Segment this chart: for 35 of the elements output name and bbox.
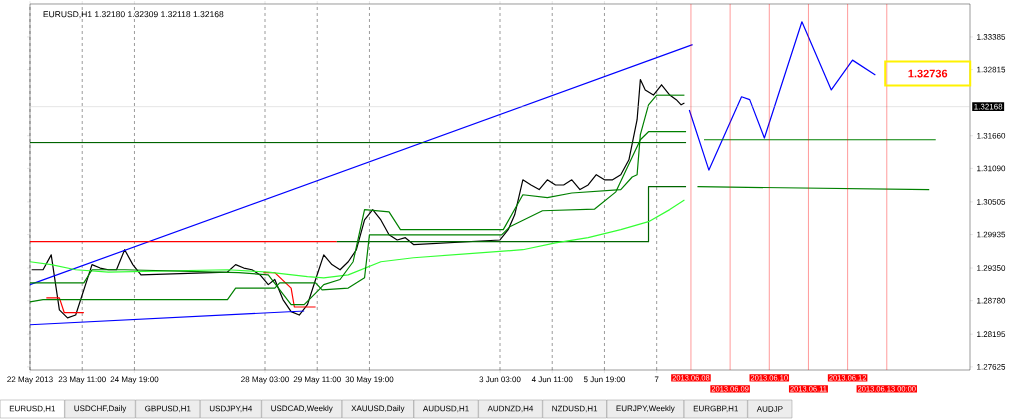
- x-tick-label: 23 May 11:00: [58, 376, 106, 384]
- y-tick-label: 1.29350: [977, 265, 1006, 271]
- text: USDJPY,H4: [209, 405, 253, 413]
- text: EURUSD,H1 1.32180 1.32309 1.32118 1.32168: [43, 11, 224, 19]
- x-tick-label: 7: [654, 376, 659, 383]
- text: XAUUSD,Daily: [351, 405, 405, 413]
- text: AUDNZD,H4: [487, 405, 534, 413]
- x-tick-label: 30 May 19:00: [345, 376, 394, 384]
- text: USDCAD,Weekly: [271, 405, 333, 413]
- y-tick-label: 1.30505: [977, 199, 1006, 205]
- text: USDCHF,Daily: [74, 405, 127, 413]
- text: NZDUSD,H1: [552, 405, 598, 413]
- x-tick-label: 22 May 2013: [7, 376, 53, 384]
- text: EURJPY,Weekly: [616, 405, 675, 413]
- y-tick-label: 1.28780: [977, 297, 1006, 304]
- text: EURGBP,H1: [693, 405, 738, 413]
- text: GBPUSD,H1: [145, 405, 191, 413]
- y-tick-label: 1.31660: [977, 132, 1006, 139]
- y-tick-label: 1.32815: [977, 66, 1006, 73]
- text: AUDUSD,H1: [422, 405, 469, 413]
- y-tick-label: 1.33385: [977, 34, 1006, 40]
- y-tick-label: 1.28195: [977, 331, 1006, 338]
- x-tick-label: 29 May 11:00: [293, 376, 341, 384]
- x-tick-label: 3 Jun 03:00: [479, 376, 521, 383]
- y-tick-label: 1.31090: [977, 165, 1006, 172]
- ref-line-label: 1.32168: [974, 103, 1003, 110]
- annotation: 1.32736: [908, 69, 948, 78]
- y-tick-label: 1.29935: [977, 231, 1006, 238]
- x-tick-label: 4 Jun 11:00: [531, 376, 573, 383]
- text: AUDJP: [756, 406, 783, 412]
- text: EURUSD,H1: [9, 405, 56, 413]
- x-tick-label: 24 May 19:00: [110, 376, 159, 384]
- x-tick-label: 28 May 03:00: [241, 376, 289, 384]
- x-tick-label: 5 Jun 19:00: [583, 376, 626, 383]
- y-tick-label: 1.27625: [977, 364, 1006, 370]
